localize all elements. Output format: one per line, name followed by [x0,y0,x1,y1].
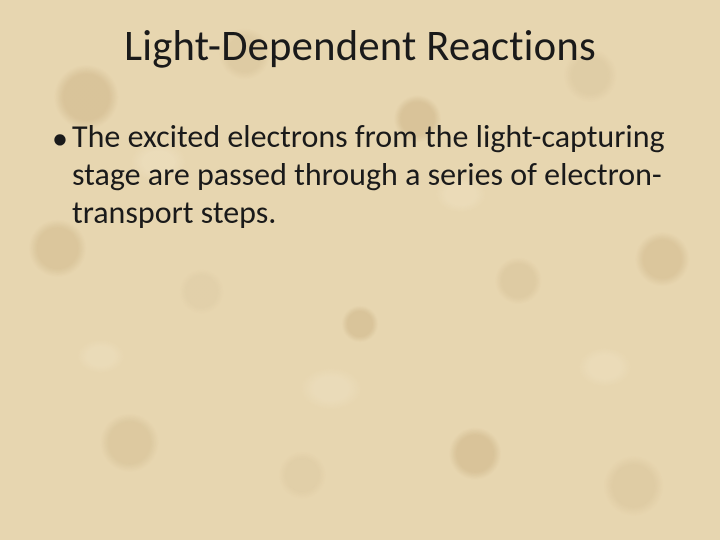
slide: Light-Dependent Reactions • The excited … [0,0,720,540]
bullet-item: • The excited electrons from the light-c… [48,118,672,231]
slide-title: Light-Dependent Reactions [0,20,720,72]
slide-content: Light-Dependent Reactions • The excited … [0,0,720,540]
slide-body: • The excited electrons from the light-c… [48,118,672,231]
bullet-marker-icon: • [48,118,72,158]
bullet-text: The excited electrons from the light-cap… [72,118,672,231]
